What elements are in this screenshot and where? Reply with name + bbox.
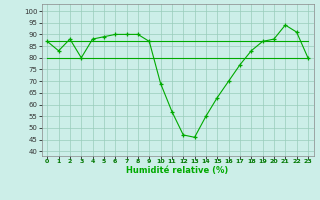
X-axis label: Humidité relative (%): Humidité relative (%) (126, 166, 229, 175)
